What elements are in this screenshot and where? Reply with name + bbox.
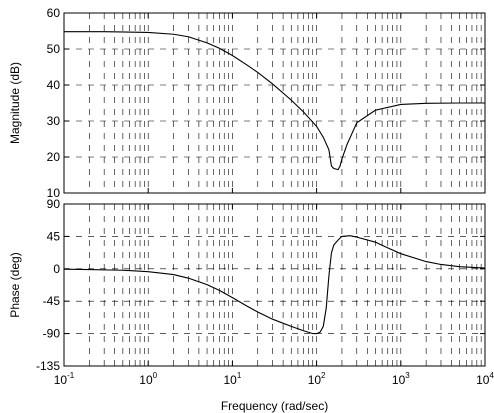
phase-axes-frame bbox=[63, 203, 486, 367]
magnitude-ytick-label: 10 bbox=[47, 186, 61, 200]
magnitude-ytick-label: 40 bbox=[47, 78, 61, 92]
magnitude-ytick-label: 60 bbox=[47, 6, 61, 20]
magnitude-series-line bbox=[64, 31, 485, 171]
phase-series-line bbox=[63, 235, 486, 335]
phase-ytick-label: 0 bbox=[53, 262, 60, 276]
phase-ytick-label: 90 bbox=[47, 197, 61, 211]
xlabel: Frequency (rad/sec) bbox=[221, 399, 328, 413]
magnitude-ytick-label: 30 bbox=[47, 114, 61, 128]
magnitude-panel: 10 20 30 40 50 60 Magnitude (dB) bbox=[8, 6, 486, 200]
phase-ytick-label: 45 bbox=[47, 229, 61, 243]
phase-panel: -135 -90 -45 0 45 90 10-1 100 101 102 103 104 Phase … bbox=[8, 197, 494, 413]
phase-ytick-label: -90 bbox=[43, 327, 61, 341]
magnitude-ytick-label: 50 bbox=[47, 42, 61, 56]
phase-ytick-label: -45 bbox=[43, 294, 61, 308]
phase-xtick-label: 102 bbox=[308, 371, 326, 387]
magnitude-ytick-label: 20 bbox=[47, 150, 61, 164]
phase-xtick-label: 103 bbox=[392, 371, 410, 387]
phase-xtick-label: 104 bbox=[476, 371, 494, 387]
phase-xtick-label: 100 bbox=[139, 371, 157, 387]
phase-xtick-label: 10-1 bbox=[54, 371, 75, 387]
phase-ytick-label: -135 bbox=[36, 359, 60, 373]
phase-ylabel: Phase (deg) bbox=[8, 252, 22, 317]
phase-xtick-label: 101 bbox=[223, 371, 241, 387]
magnitude-ylabel: Magnitude (dB) bbox=[8, 62, 22, 144]
